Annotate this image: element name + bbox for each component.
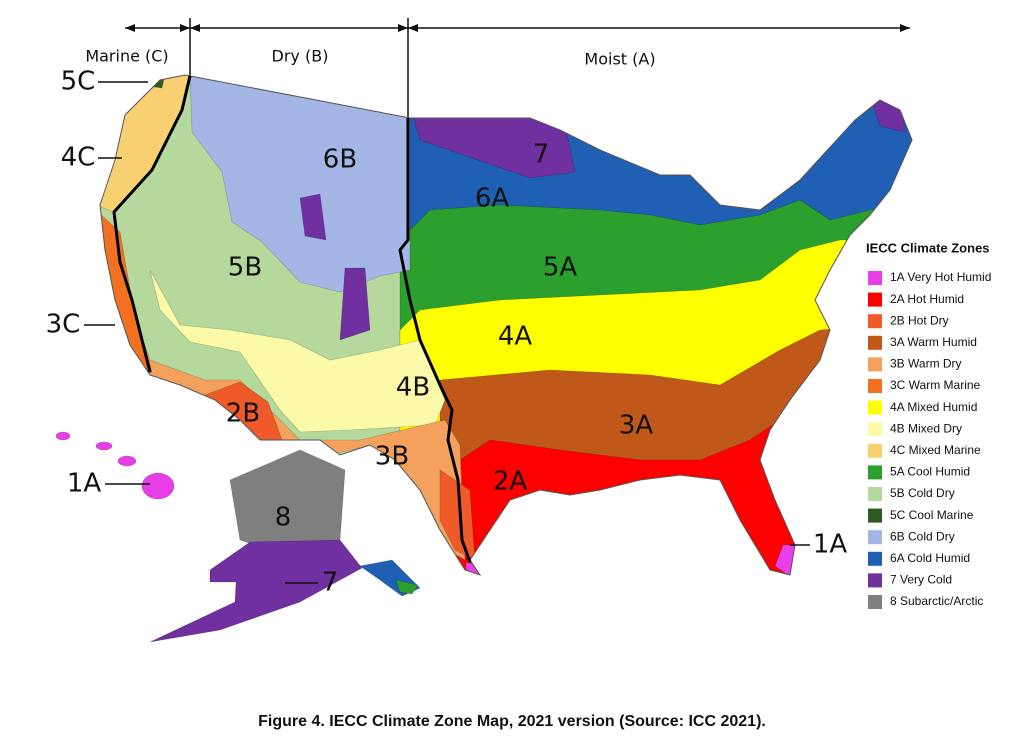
moisture-boundary — [112, 75, 192, 373]
zone-label: 2A — [493, 467, 528, 497]
zone-area — [149, 269, 446, 433]
legend-label: 5A Cool Humid — [890, 465, 970, 479]
legend-label: 2A Hot Humid — [890, 292, 964, 306]
legend-swatch — [868, 379, 882, 393]
zone-label: 3C — [46, 310, 81, 340]
zone-label: 5A — [543, 253, 578, 283]
zone-label: 3B — [375, 442, 409, 472]
zone-area — [117, 455, 137, 467]
legend-swatch — [868, 271, 882, 285]
zone-label: 7 — [533, 140, 550, 170]
arrow-head — [398, 24, 408, 32]
arrow-head — [180, 24, 190, 32]
legend-label: 3A Warm Humid — [890, 335, 977, 349]
legend-swatch — [868, 400, 882, 415]
legend-swatch — [868, 292, 882, 307]
legend-label: 4A Mixed Humid — [890, 400, 977, 414]
zone-area — [439, 419, 912, 575]
zone-area — [141, 472, 175, 500]
legend-label: 7 Very Cold — [890, 573, 952, 587]
legend-swatch — [868, 314, 882, 329]
zone-label: 1A — [67, 469, 102, 499]
zone-area — [339, 267, 371, 341]
region-arrows — [125, 18, 910, 118]
region-label: Moist (A) — [584, 50, 655, 69]
legend-swatch — [868, 487, 882, 501]
zone-label: 5C — [61, 67, 96, 97]
legend: IECC Climate Zones 1A Very Hot Humid 2A H… — [866, 240, 991, 609]
legend-label: 4B Mixed Dry — [890, 421, 962, 435]
legend-title: IECC Climate Zones — [866, 240, 990, 255]
legend-label: 4C Mixed Marine — [890, 443, 981, 457]
legend-swatch — [868, 443, 882, 458]
legend-label: 5C Cool Marine — [890, 508, 974, 522]
legend-swatch — [868, 508, 882, 523]
zone-area — [465, 561, 487, 575]
zone-area — [55, 431, 71, 441]
legend-swatch — [868, 595, 882, 609]
region-label: Marine (C) — [85, 47, 168, 66]
legend-label: 3C Warm Marine — [890, 378, 981, 392]
zone-label: 1A — [813, 530, 848, 560]
legend-label: 8 Subarctic/Arctic — [890, 594, 983, 608]
caption: Figure 4. IECC Climate Zone Map, 2021 ve… — [258, 713, 766, 730]
arrow-head — [408, 24, 418, 32]
legend-swatch — [868, 422, 882, 437]
legend-label: 1A Very Hot Humid — [890, 270, 991, 284]
zone-label: 4A — [498, 322, 533, 352]
legend-swatch — [868, 335, 882, 350]
zone-label: 3A — [619, 411, 654, 441]
zone-label: 4C — [61, 143, 96, 173]
zone-area — [395, 579, 419, 595]
zone-label: 6A — [475, 184, 510, 214]
arrow-head — [125, 24, 135, 32]
moisture-boundary — [398, 118, 472, 563]
alaska-hawaii — [55, 431, 421, 643]
zone-area — [299, 193, 327, 241]
legend-swatch — [868, 357, 882, 372]
zone-area — [439, 469, 476, 561]
legend-label: 2B Hot Dry — [890, 313, 949, 327]
us-outline — [99, 74, 913, 576]
zone-area — [149, 539, 363, 643]
zone-label: 4B — [396, 373, 430, 403]
zone-area — [189, 75, 411, 293]
legend-label: 5B Cold Dry — [890, 486, 955, 500]
arrow-head — [190, 24, 200, 32]
legend-swatch — [868, 465, 882, 480]
continental-map — [100, 75, 912, 575]
legend-label: 6B Cold Dry — [890, 529, 955, 543]
legend-swatch — [868, 551, 882, 566]
zone-label: 5B — [228, 253, 262, 283]
legend-swatch — [868, 573, 882, 588]
region-label: Dry (B) — [272, 47, 329, 66]
legend-swatch — [868, 530, 882, 545]
arrow-head — [900, 24, 910, 32]
zone-area — [95, 441, 113, 451]
zone-label: 8 — [275, 503, 292, 533]
zone-label: 2B — [226, 399, 260, 429]
zone-label: 6B — [323, 145, 357, 175]
zone-label: 7 — [322, 568, 339, 598]
legend-label: 3B Warm Dry — [890, 357, 962, 371]
legend-label: 6A Cold Humid — [890, 551, 970, 565]
